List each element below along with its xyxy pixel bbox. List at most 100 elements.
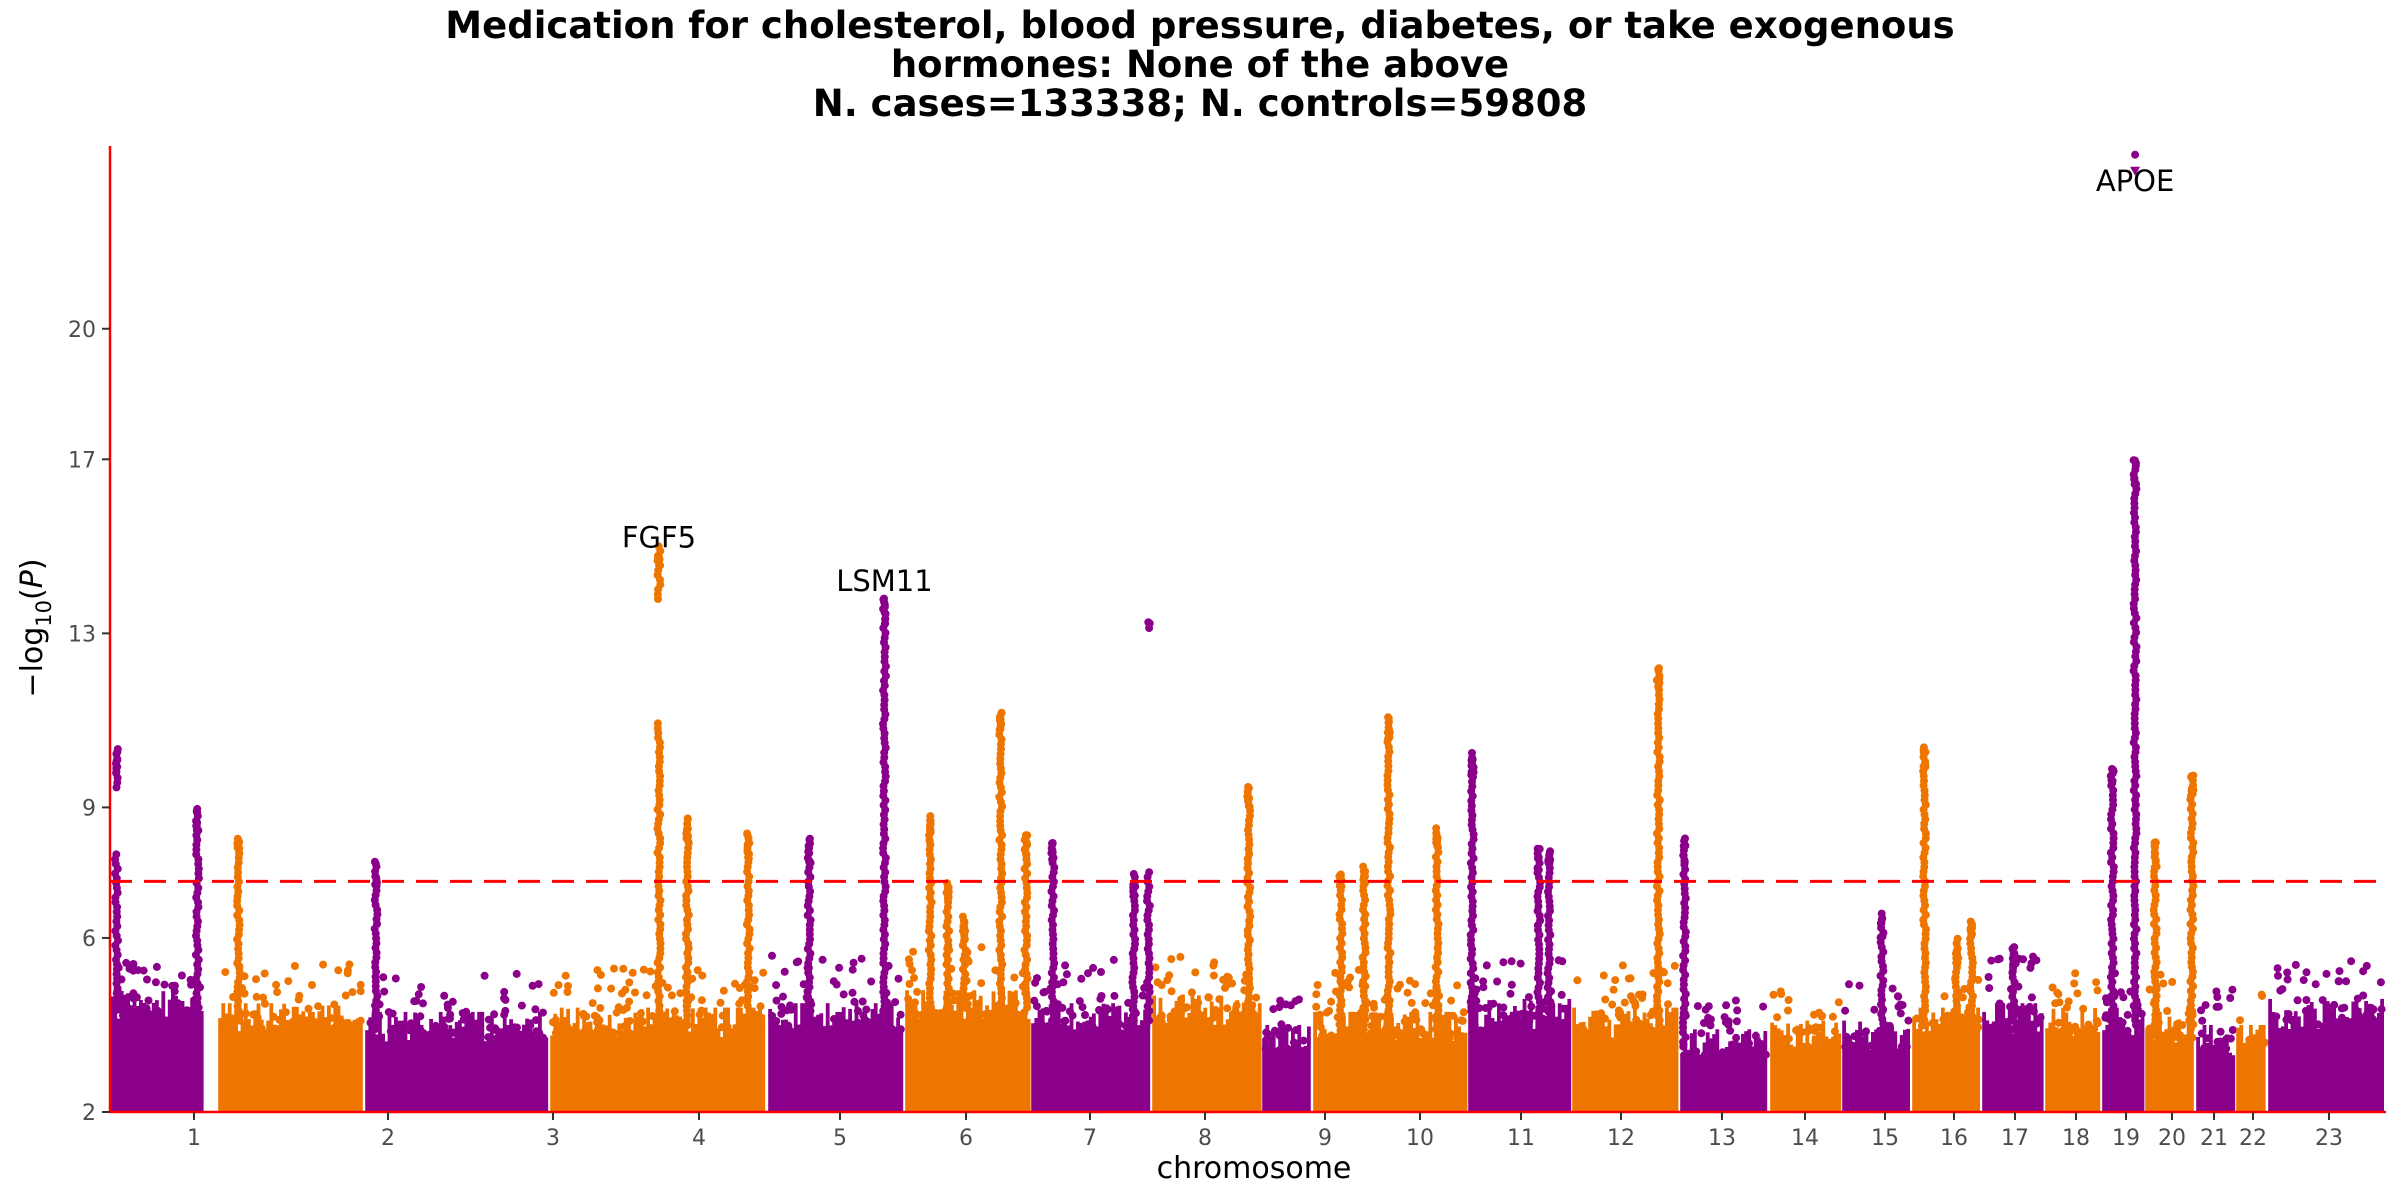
- data-point-band: [636, 1033, 641, 1112]
- data-point-band: [155, 1000, 159, 1112]
- x-tick-label: 8: [1198, 1126, 1212, 1151]
- data-point-band: [978, 995, 983, 1112]
- data-point: [588, 999, 597, 1008]
- data-point-band: [1991, 1021, 1996, 1112]
- data-point: [1956, 1029, 1965, 1038]
- data-point: [1059, 978, 1068, 987]
- data-point-band: [1783, 1035, 1787, 1112]
- data-point-band: [1802, 1047, 1806, 1112]
- data-point-band: [1275, 1049, 1279, 1112]
- data-point-band: [1254, 1018, 1259, 1112]
- data-point-band: [2014, 1021, 2018, 1112]
- data-point-band: [1034, 1018, 1039, 1112]
- data-point-band: [617, 1023, 622, 1112]
- data-point: [528, 981, 537, 990]
- data-point-band: [1753, 1031, 1758, 1112]
- data-point-band: [1516, 1010, 1520, 1112]
- data-point-band: [1950, 1008, 1955, 1112]
- data-point: [839, 990, 848, 999]
- data-point-band: [1213, 1024, 1217, 1112]
- data-point: [319, 960, 328, 969]
- data-point-band: [371, 1011, 376, 1112]
- data-point: [1457, 1016, 1466, 1025]
- peak-point: [1048, 839, 1057, 847]
- data-point-band: [253, 1010, 258, 1112]
- data-point-band: [1161, 1020, 1166, 1112]
- data-point: [716, 998, 725, 1007]
- data-point-band: [470, 1011, 475, 1112]
- data-point-band: [1960, 1025, 1964, 1112]
- data-point-band: [167, 999, 172, 1112]
- data-point-band: [2309, 1002, 2314, 1112]
- data-point-band: [2300, 1026, 2304, 1112]
- data-point-band: [2284, 1010, 2288, 1112]
- data-point-band: [784, 1019, 788, 1112]
- data-point: [1885, 1021, 1894, 1030]
- data-point: [723, 1024, 732, 1033]
- data-point-band: [164, 1016, 169, 1112]
- data-point: [827, 1025, 836, 1034]
- data-point-band: [1377, 1017, 1381, 1112]
- data-point-band: [1484, 1014, 1488, 1112]
- data-point-band: [135, 1005, 140, 1112]
- data-point-band: [1617, 1024, 1621, 1112]
- data-point-band: [1268, 1037, 1273, 1112]
- peak-point: [1384, 717, 1393, 726]
- data-point-band: [790, 1028, 795, 1112]
- data-point: [2057, 1029, 2066, 1038]
- data-point-band: [490, 1016, 494, 1112]
- data-point-band: [426, 1036, 430, 1112]
- peak-point: [113, 762, 122, 771]
- data-point-band: [343, 1019, 347, 1112]
- data-point-band: [710, 1013, 714, 1112]
- data-point: [444, 1014, 453, 1023]
- data-point-band: [1418, 1038, 1423, 1112]
- data-point-band: [684, 1027, 689, 1112]
- data-point: [1670, 961, 1679, 970]
- data-point-band: [1313, 1011, 1317, 1112]
- data-point-band: [1861, 1036, 1866, 1112]
- data-point-band: [861, 1012, 865, 1112]
- data-point: [735, 984, 744, 992]
- data-point-band: [2074, 1030, 2078, 1112]
- data-point-band: [1604, 1026, 1608, 1112]
- data-point-band: [384, 1041, 389, 1112]
- data-point: [400, 1020, 409, 1029]
- data-point: [182, 1006, 191, 1015]
- data-point: [151, 978, 160, 987]
- peak-point: [1919, 745, 1928, 754]
- data-point-band: [1454, 1015, 1458, 1112]
- data-point: [1374, 1027, 1383, 1036]
- data-point-band: [1319, 1017, 1324, 1112]
- gene-label-apoe: APOE: [2096, 164, 2174, 198]
- data-point: [368, 1032, 377, 1041]
- data-point: [2318, 996, 2327, 1005]
- data-point: [1343, 977, 1352, 986]
- data-point: [1506, 989, 1515, 998]
- data-point-band: [1567, 998, 1572, 1112]
- data-point-band: [2239, 1025, 2244, 1112]
- data-point-band: [998, 1009, 1002, 1112]
- data-point-band: [1633, 1007, 1637, 1112]
- data-point: [1830, 1027, 1839, 1036]
- data-point: [579, 1009, 588, 1018]
- data-point-band: [1361, 1018, 1365, 1112]
- data-point: [587, 1029, 596, 1038]
- data-point: [531, 1005, 540, 1014]
- data-point: [288, 1018, 297, 1026]
- data-point-band: [522, 1024, 526, 1112]
- data-point-band: [1851, 1044, 1856, 1112]
- data-point-band: [1689, 1033, 1694, 1112]
- data-point: [1313, 981, 1322, 989]
- data-point: [1316, 1023, 1325, 1032]
- peak-point: [2108, 765, 2116, 773]
- data-point: [1557, 990, 1566, 999]
- data-point-band: [1867, 1049, 1872, 1112]
- data-point: [480, 971, 489, 980]
- data-point: [1485, 1020, 1494, 1029]
- data-point: [343, 966, 352, 975]
- data-point-band: [1848, 1040, 1853, 1112]
- data-point-band: [1934, 1019, 1939, 1112]
- data-point: [2071, 969, 2080, 978]
- data-point: [549, 1018, 557, 1027]
